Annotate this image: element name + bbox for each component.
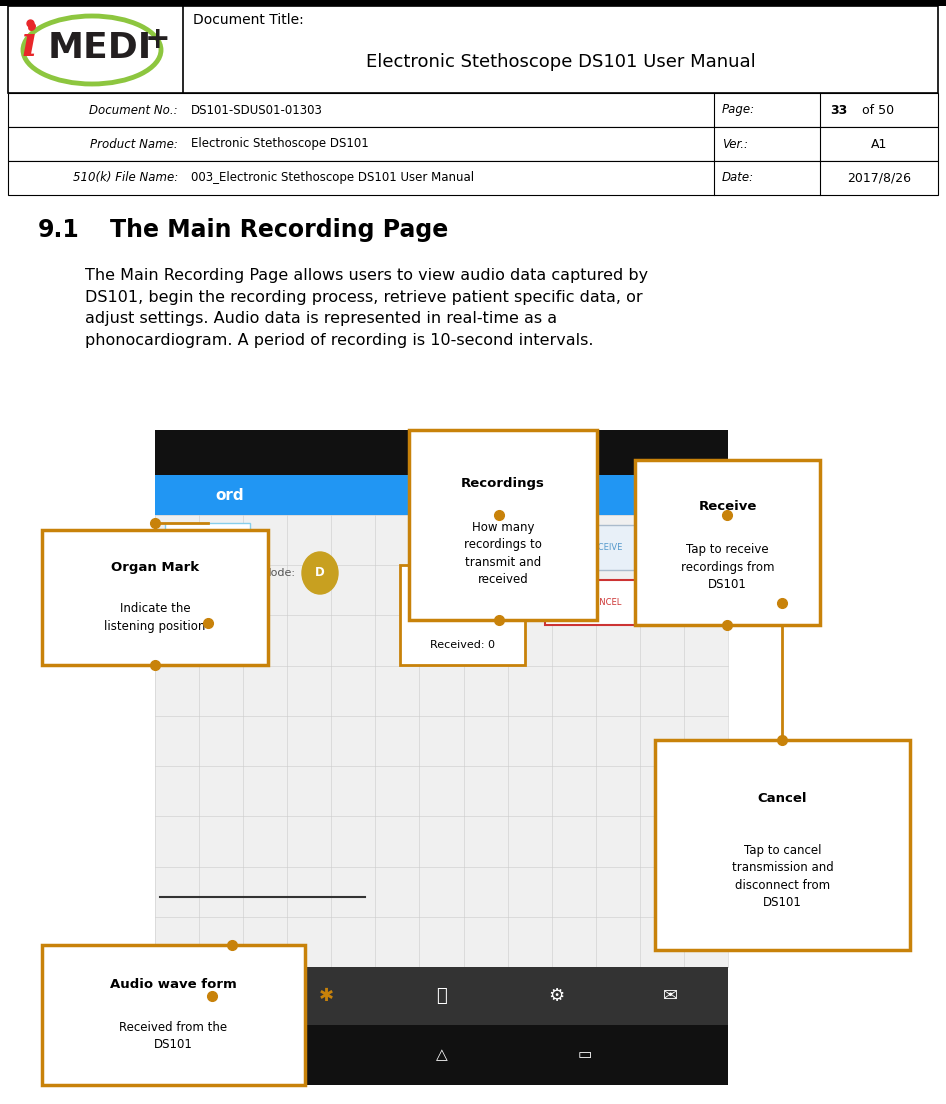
Circle shape	[302, 552, 338, 594]
Text: The Main Recording Page: The Main Recording Page	[110, 217, 448, 242]
Text: Audio wave form: Audio wave form	[110, 978, 236, 990]
Text: Cancel: Cancel	[758, 793, 807, 805]
Bar	[42, 530, 268, 665]
Bar	[545, 580, 655, 625]
Bar	[155, 429, 728, 475]
Bar	[155, 514, 728, 967]
Text: Ver.:: Ver.:	[722, 138, 748, 150]
Bar	[8, 161, 938, 195]
Text: Document No.:: Document No.:	[89, 104, 178, 117]
Text: 003_Electronic Stethoscope DS101 User Manual: 003_Electronic Stethoscope DS101 User Ma…	[191, 171, 474, 184]
Bar	[409, 429, 597, 620]
Bar	[42, 945, 305, 1085]
Bar	[155, 1025, 728, 1085]
Text: Tap to cancel
transmission and
disconnect from
DS101: Tap to cancel transmission and disconnec…	[731, 843, 833, 910]
Text: ✱: ✱	[320, 987, 335, 1005]
Text: 510(k) File Name:: 510(k) File Name:	[73, 171, 178, 184]
Text: Total: 1: Total: 1	[443, 595, 482, 605]
Text: Indicate the
listening position: Indicate the listening position	[104, 603, 205, 633]
Bar	[635, 460, 820, 625]
Text: Mode:: Mode:	[262, 567, 296, 578]
Text: ⚙: ⚙	[548, 987, 564, 1005]
Text: How many
recordings to
transmit and
received: How many recordings to transmit and rece…	[464, 521, 542, 586]
Text: i: i	[22, 23, 38, 65]
Text: A1: A1	[871, 138, 887, 150]
Text: Date:: Date:	[722, 171, 754, 184]
Text: D: D	[315, 566, 324, 580]
Text: ▭: ▭	[578, 1048, 592, 1062]
Bar	[155, 475, 728, 514]
Text: 2017/8/26: 2017/8/26	[847, 171, 911, 184]
Bar	[165, 523, 250, 623]
Text: Recordings: Recordings	[461, 477, 545, 490]
Text: Tap to receive
recordings from
DS101: Tap to receive recordings from DS101	[681, 543, 774, 592]
Text: Page:: Page:	[722, 104, 755, 117]
Text: Receive: Receive	[698, 500, 757, 512]
Text: △: △	[435, 1048, 447, 1062]
Bar	[400, 565, 525, 665]
Text: 9.1: 9.1	[38, 217, 79, 242]
Text: Received: 0: Received: 0	[430, 640, 495, 650]
Text: Organ Mark: Organ Mark	[111, 561, 199, 574]
Text: of 50: of 50	[858, 104, 894, 117]
Text: ✕ CANCEL: ✕ CANCEL	[578, 598, 622, 607]
Text: Product Name:: Product Name:	[90, 138, 178, 150]
Text: MEDI: MEDI	[48, 31, 152, 65]
Text: ♥: ♥	[197, 561, 219, 585]
Bar	[545, 526, 655, 570]
Text: The Main Recording Page allows users to view audio data captured by
DS101, begin: The Main Recording Page allows users to …	[85, 268, 648, 348]
Text: 👥: 👥	[436, 987, 447, 1005]
Text: DS101-SDUS01-01303: DS101-SDUS01-01303	[191, 104, 323, 117]
Bar	[655, 740, 910, 951]
Text: ord: ord	[215, 488, 244, 502]
Text: Electronic Stethoscope DS101 User Manual: Electronic Stethoscope DS101 User Manual	[365, 53, 755, 71]
Text: ↩: ↩	[292, 1048, 305, 1062]
Text: 33: 33	[830, 104, 848, 117]
Text: ⌂: ⌂	[206, 987, 218, 1005]
Text: Received from the
DS101: Received from the DS101	[119, 1021, 228, 1051]
Text: Document Title:: Document Title:	[193, 13, 304, 26]
Bar	[8, 127, 938, 161]
Bar	[0, 0, 946, 6]
Text: ⬇ RECEIVE: ⬇ RECEIVE	[577, 543, 622, 552]
Bar	[8, 6, 938, 93]
Text: ✉: ✉	[663, 987, 678, 1005]
Text: +: +	[145, 25, 171, 54]
Bar	[8, 93, 938, 127]
Bar	[155, 967, 728, 1025]
Text: Electronic Stethoscope DS101: Electronic Stethoscope DS101	[191, 138, 369, 150]
